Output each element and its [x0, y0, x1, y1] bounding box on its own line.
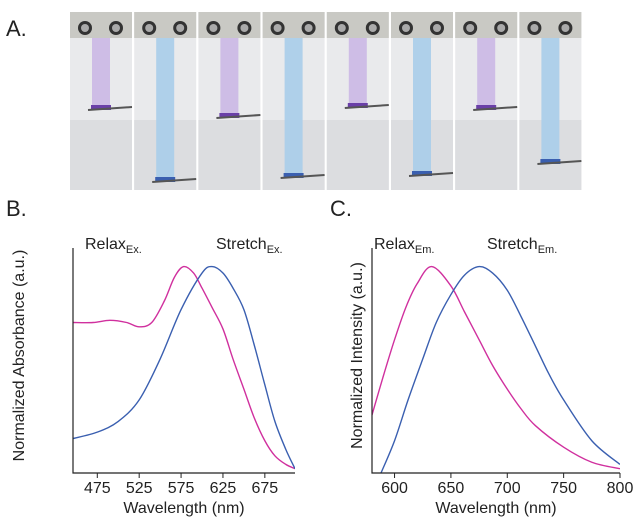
panel-label: C.	[330, 196, 352, 221]
tweezer	[344, 104, 389, 109]
screw-head	[112, 24, 120, 32]
panel-label: A.	[6, 16, 27, 41]
y-axis-label: Normalized Intensity (a.u.)	[349, 262, 366, 449]
x-tick-label: 650	[438, 480, 465, 497]
x-tick-label: 625	[210, 480, 237, 497]
tweezer	[152, 178, 197, 183]
screw-head	[466, 24, 475, 32]
film-end	[412, 171, 432, 176]
annotation: RelaxEm.	[374, 236, 434, 256]
screw-head	[176, 24, 185, 32]
tweezer	[216, 114, 261, 119]
x-tick-label: 525	[126, 480, 153, 497]
film-end	[476, 105, 497, 110]
screw-head	[81, 24, 89, 32]
line-series	[73, 265, 295, 470]
film	[348, 38, 367, 106]
tweezer	[408, 172, 454, 177]
screw-head	[530, 24, 539, 32]
annotation: RelaxEx.	[85, 236, 142, 256]
film	[477, 38, 496, 108]
line-series	[73, 265, 295, 470]
x-axis-label: Wavelength (nm)	[123, 500, 244, 517]
screw-head	[337, 24, 346, 32]
film	[156, 38, 175, 180]
x-tick-label: 600	[381, 480, 408, 497]
film-end	[283, 173, 304, 178]
x-tick-label: 750	[550, 480, 577, 497]
film	[92, 38, 110, 108]
film-end	[219, 113, 240, 118]
y-axis-label: Normalized Absorbance (a.u.)	[11, 250, 28, 462]
panel-label: B.	[6, 196, 27, 221]
tweezer	[280, 174, 325, 179]
screw-head	[240, 24, 249, 32]
screw-head	[273, 24, 282, 32]
photo-lower	[326, 120, 389, 190]
x-tick-label: 575	[168, 480, 195, 497]
screw-head	[145, 24, 154, 32]
axis-line	[371, 248, 620, 474]
photo-lower	[455, 120, 518, 190]
axis-line	[72, 248, 295, 474]
photo-lower	[198, 120, 261, 190]
screw-head	[433, 24, 441, 32]
screw-head	[402, 24, 410, 32]
screw-head	[561, 24, 570, 32]
screw-head	[304, 24, 313, 32]
annotation: StretchEm.	[487, 236, 557, 256]
line-series	[380, 265, 620, 473]
tweezer	[87, 106, 133, 111]
film	[413, 38, 431, 174]
x-tick-label: 475	[84, 480, 111, 497]
tweezer	[537, 160, 582, 165]
film	[284, 38, 303, 176]
photo-strip	[70, 12, 582, 190]
tweezer	[473, 106, 518, 111]
photo-lower	[70, 120, 132, 190]
screw-head	[497, 24, 506, 32]
film-end	[91, 105, 111, 110]
x-tick-label: 700	[494, 480, 521, 497]
x-tick-label: 800	[607, 480, 634, 497]
screw-head	[209, 24, 218, 32]
film	[541, 38, 560, 162]
x-axis-label: Wavelength (nm)	[435, 500, 556, 517]
annotation: StretchEx.	[216, 236, 283, 256]
film-end	[155, 177, 176, 182]
film	[220, 38, 239, 116]
film-end	[540, 159, 561, 164]
x-tick-label: 675	[251, 480, 278, 497]
film-end	[347, 103, 368, 108]
line-series	[372, 265, 620, 470]
screw-head	[368, 24, 377, 32]
